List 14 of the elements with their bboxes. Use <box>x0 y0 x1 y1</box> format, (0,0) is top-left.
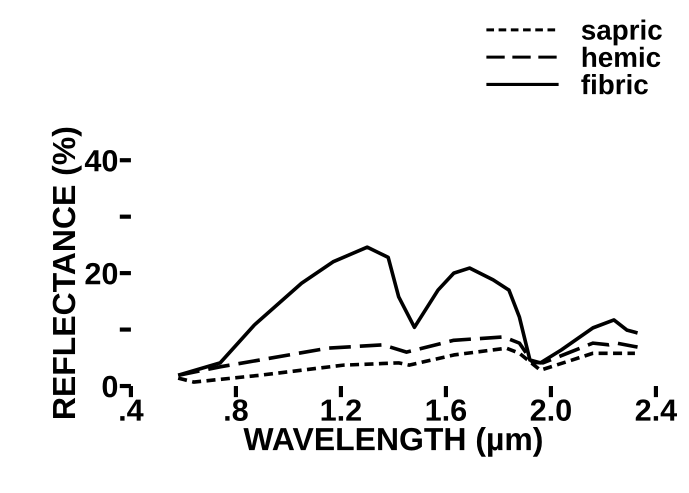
x-tick-label: 2.4 <box>636 399 678 421</box>
x-tick-label: 1.2 <box>322 399 361 421</box>
x-tick-label: 2.0 <box>530 399 571 421</box>
x-tick-label: .4 <box>120 400 144 421</box>
y-axis-title: REFLECTANCE (%) <box>52 128 82 418</box>
x-tick-label: .8 <box>225 399 248 421</box>
legend-label: hemic <box>582 46 660 68</box>
legend-label: fibric <box>581 74 648 94</box>
x-axis-title: WAVELENGTH (µm) <box>243 427 542 457</box>
x-tick-label: 1.6 <box>426 399 466 421</box>
legend-label: sapric <box>582 19 662 46</box>
y-tick-label: 40 <box>84 150 118 172</box>
y-tick-label: 20 <box>85 262 118 284</box>
y-tick-label: 0 <box>102 376 118 398</box>
